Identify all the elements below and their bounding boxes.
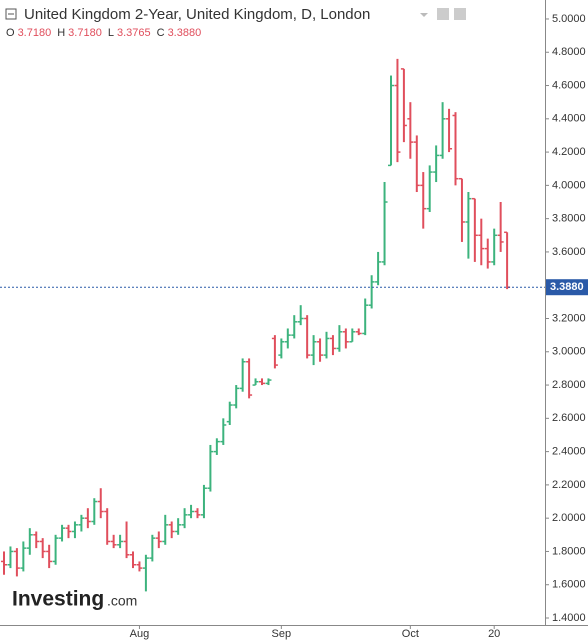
collapse-icon[interactable]	[5, 8, 17, 20]
dropdown-arrow[interactable]	[420, 13, 428, 17]
legend-key: L	[108, 27, 114, 39]
x-tick-label: Oct	[402, 628, 419, 640]
plot-area: 1.4000 1.6000 1.8000 2.0000 2.2000 2.4000 2.60…	[0, 13, 588, 640]
y-tick-label: 3.6000	[552, 246, 586, 258]
y-tick-label: 1.6000	[552, 579, 586, 591]
y-tick-label: 3.0000	[552, 346, 586, 358]
y-tick-label: 4.0000	[552, 179, 586, 191]
chart-title: United Kingdom 2-Year, United Kingdom, D…	[24, 6, 370, 23]
y-tick-label: 3.2000	[552, 312, 586, 324]
y-tick-label: 2.2000	[552, 479, 586, 491]
legend-key: O	[6, 27, 15, 39]
legend-key: C	[157, 27, 165, 39]
y-tick-label: 2.6000	[552, 412, 586, 424]
y-tick-label: 3.8000	[552, 213, 586, 225]
watermark-brand: Investing	[12, 588, 104, 611]
y-tick-label: 4.8000	[552, 46, 586, 58]
last-price-label: 3.3880	[550, 281, 584, 293]
watermark-suffix: .com	[107, 593, 137, 609]
y-tick-label: 1.8000	[552, 545, 586, 557]
legend-value: 3.7180	[18, 27, 52, 39]
x-tick-label: 20	[488, 628, 500, 640]
x-tick-label: Aug	[130, 628, 150, 640]
y-tick-label: 2.8000	[552, 379, 586, 391]
y-tick-label: 4.2000	[552, 146, 586, 158]
eye-icon[interactable]	[437, 8, 449, 20]
header-icons	[420, 8, 466, 20]
y-tick-label: 2.0000	[552, 512, 586, 524]
x-tick-label: Sep	[272, 628, 292, 640]
y-tick-label: 4.6000	[552, 79, 586, 91]
legend-value: 3.3880	[168, 27, 202, 39]
y-tick-label: 1.4000	[552, 612, 586, 624]
y-tick-label: 4.4000	[552, 113, 586, 125]
y-tick-label: 5.0000	[552, 13, 586, 25]
legend-key: H	[57, 27, 65, 39]
settings-icon[interactable]	[454, 8, 466, 20]
last-price-tag	[546, 279, 588, 296]
legend-value: 3.7180	[68, 27, 102, 39]
legend-value: 3.3765	[117, 27, 151, 39]
y-tick-label: 2.4000	[552, 446, 586, 458]
ohlc-legend: O 3.7180 H 3.7180 L 3.3765 C 3.3880	[6, 27, 201, 39]
